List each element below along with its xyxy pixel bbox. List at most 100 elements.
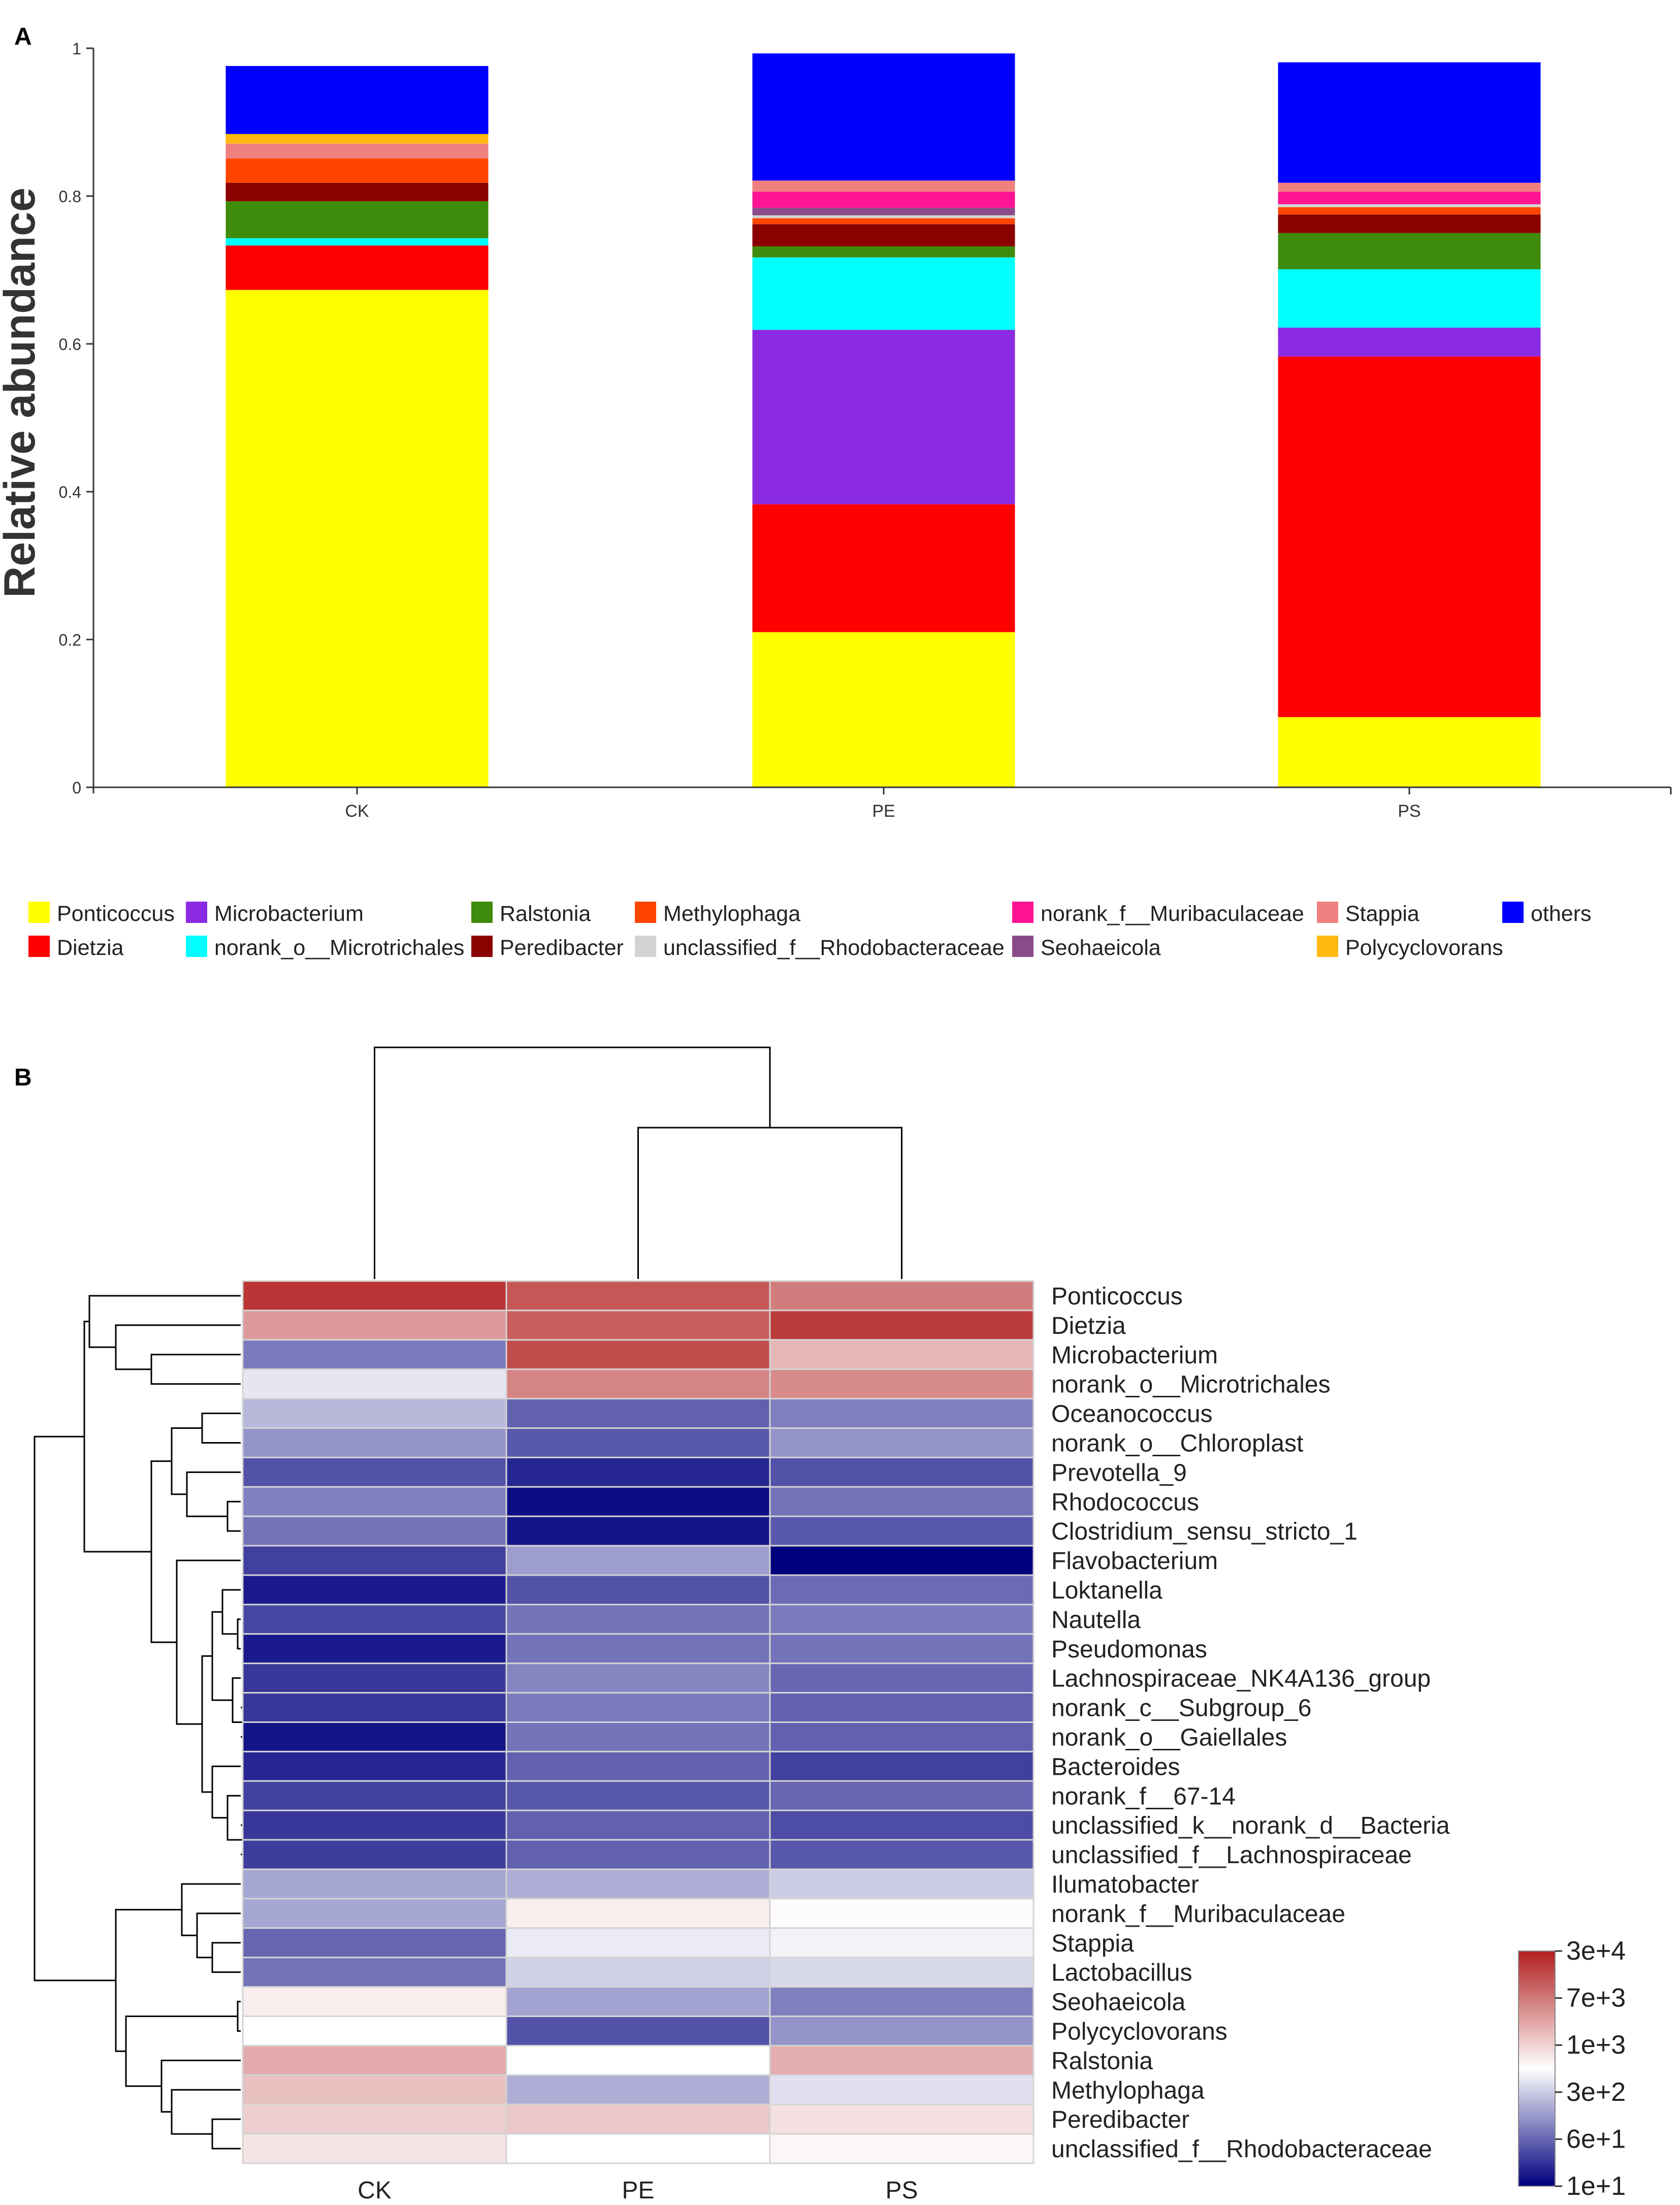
row-label: norank_o__Gaiellales bbox=[1051, 1724, 1287, 1751]
heatmap-cell bbox=[505, 1957, 771, 1988]
dendrogram-branch bbox=[232, 1677, 243, 1723]
x-tick-label: CK bbox=[345, 802, 369, 821]
heatmap-cell bbox=[769, 1750, 1035, 1782]
heatmap-cell bbox=[242, 1574, 507, 1606]
heatmap-cell bbox=[769, 1898, 1035, 1929]
y-tick-label: 1 bbox=[72, 40, 81, 58]
heatmap-cell bbox=[505, 1368, 771, 1400]
bar-ck-polycyclovorans bbox=[225, 134, 489, 144]
heatmap-cell bbox=[242, 1957, 507, 1988]
heatmap-cell bbox=[242, 1633, 507, 1665]
heatmap-cell bbox=[769, 1515, 1035, 1547]
bar-pe-norank-o-microtrichales bbox=[752, 257, 1015, 330]
legend-swatch bbox=[1502, 902, 1524, 923]
heatmap-cell bbox=[505, 1898, 771, 1929]
heatmap-cell bbox=[505, 2103, 771, 2135]
dendrogram-branch bbox=[150, 1460, 177, 1643]
heatmap-cell bbox=[242, 1663, 507, 1694]
row-label: Lactobacillus bbox=[1051, 1960, 1192, 1987]
x-tick-label: PS bbox=[1398, 802, 1420, 821]
heatmap-cell bbox=[769, 1398, 1035, 1429]
row-label: Bacteroides bbox=[1051, 1753, 1180, 1780]
legend-swatch bbox=[28, 902, 50, 923]
heatmap-cell bbox=[769, 1839, 1035, 1870]
dendrogram-branch bbox=[160, 2059, 241, 2113]
heatmap-cell bbox=[769, 1957, 1035, 1988]
column-label: PE bbox=[622, 2177, 654, 2204]
axes: 0 0.2 0.4 0.6 0.8 1 CK PE PS bbox=[59, 40, 1672, 821]
heatmap-cell bbox=[505, 1515, 771, 1547]
bar-ck-dietzia bbox=[225, 245, 489, 290]
column-labels: CK PE PS bbox=[358, 2177, 918, 2204]
row-label: Dietzia bbox=[1051, 1313, 1126, 1339]
heatmap-cell bbox=[769, 1986, 1035, 2018]
row-label: Ralstonia bbox=[1051, 2048, 1153, 2074]
row-label: Loktanella bbox=[1051, 1577, 1162, 1604]
colorbar-label: 1e+1 bbox=[1566, 2171, 1626, 2201]
legend-label: Dietzia bbox=[57, 936, 124, 960]
row-dendrogram bbox=[34, 1295, 244, 2150]
row-label: norank_f__Muribaculaceae bbox=[1051, 1901, 1345, 1928]
heatmap-cell bbox=[505, 1868, 771, 1900]
heatmap-cell bbox=[769, 1427, 1035, 1458]
bar-ps-dietzia bbox=[1278, 356, 1541, 717]
colorbar-label: 3e+4 bbox=[1566, 1936, 1626, 1966]
dendrogram-branch bbox=[211, 2118, 241, 2150]
row-label: Ilumatobacter bbox=[1051, 1871, 1199, 1898]
legend-label: Methylophaga bbox=[663, 902, 800, 926]
row-label: unclassified_k__norank_d__Bacteria bbox=[1051, 1812, 1450, 1839]
heatmap-cell bbox=[769, 1339, 1035, 1370]
legend-label: Peredibacter bbox=[500, 936, 624, 960]
legend: Ponticoccus Microbacterium Ralstonia Methyl… bbox=[28, 902, 1592, 960]
heatmap-cell bbox=[505, 1574, 771, 1606]
row-label: unclassified_f__Rhodobacteraceae bbox=[1051, 2136, 1432, 2163]
heatmap-cell bbox=[242, 1427, 507, 1458]
bar-pe-unclassified-f-rhodobacteraceae bbox=[752, 215, 1015, 218]
heatmap-cell bbox=[769, 1368, 1035, 1400]
row-label: unclassified_f__Lachnospiraceae bbox=[1051, 1842, 1412, 1869]
heatmap-cell bbox=[242, 1986, 507, 2018]
heatmap-cell bbox=[769, 1927, 1035, 1959]
legend-swatch bbox=[186, 902, 207, 923]
row-label: Rhodococcus bbox=[1051, 1489, 1199, 1516]
dendrogram-branch bbox=[125, 2016, 238, 2087]
heatmap-cell bbox=[769, 2133, 1035, 2164]
heatmap-cell bbox=[505, 1339, 771, 1370]
legend-label: Microbacterium bbox=[214, 902, 364, 926]
row-label: Methylophaga bbox=[1051, 2077, 1205, 2104]
heatmap-cell bbox=[769, 1604, 1035, 1635]
column-label: PS bbox=[885, 2177, 918, 2204]
heatmap-cell bbox=[769, 2016, 1035, 2047]
row-label: Flavobacterium bbox=[1051, 1548, 1218, 1575]
dendrogram-branch bbox=[237, 1618, 241, 1650]
bar-pe-others bbox=[752, 53, 1015, 181]
legend-label: Ralstonia bbox=[500, 902, 591, 926]
row-label: Polycyclovorans bbox=[1051, 2018, 1227, 2045]
row-label: Stappia bbox=[1051, 1930, 1134, 1957]
heatmap-cell bbox=[505, 1663, 771, 1694]
heatmap-cell bbox=[242, 2016, 507, 2047]
row-label: norank_f__67-14 bbox=[1051, 1783, 1236, 1810]
bar-ps-norank-f-muribaculaceae bbox=[1278, 191, 1541, 205]
heatmap-cell bbox=[242, 1692, 507, 1723]
dendrogram-branch bbox=[227, 1500, 241, 1532]
row-label: Oceanococcus bbox=[1051, 1401, 1213, 1428]
y-axis-label: Relative abundance bbox=[0, 187, 44, 598]
dendrogram-branch bbox=[211, 1765, 241, 1819]
heatmap-cell bbox=[242, 1927, 507, 1959]
bar-ck-others bbox=[225, 66, 489, 134]
heatmap-cell bbox=[242, 1398, 507, 1429]
row-label: Seohaeicola bbox=[1051, 1989, 1186, 2016]
dendrogram-branch bbox=[227, 1795, 243, 1841]
heatmap-cell bbox=[505, 1750, 771, 1782]
heatmap-cell bbox=[242, 1898, 507, 1929]
bar-pe-ralstonia bbox=[752, 246, 1015, 258]
heatmap-cell bbox=[769, 1809, 1035, 1841]
y-tick-label: 0.6 bbox=[59, 335, 81, 354]
dendrogram-branch bbox=[88, 1295, 241, 1348]
color-scale-bar: 3e+4 7e+3 1e+3 3e+2 6e+1 1e+1 bbox=[1518, 1936, 1626, 2201]
colorbar-label: 6e+1 bbox=[1566, 2124, 1626, 2154]
dendrogram-root bbox=[34, 1435, 116, 1982]
legend-swatch bbox=[1012, 902, 1033, 923]
dendrogram-branch bbox=[181, 1883, 241, 1936]
